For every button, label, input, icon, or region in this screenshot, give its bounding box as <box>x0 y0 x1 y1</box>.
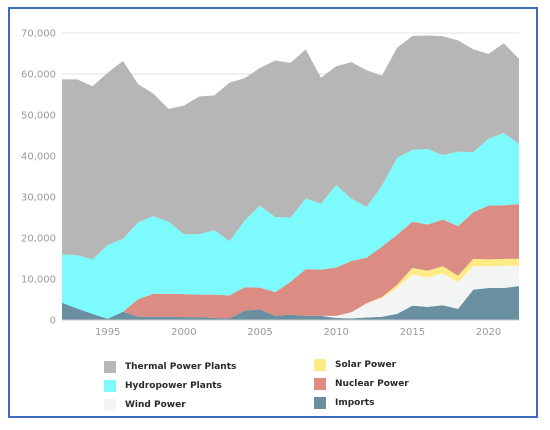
legend-item-nuclear: Nuclear Power <box>314 378 409 390</box>
legend-item-solar: Solar Power <box>314 359 396 371</box>
area-hydropower-plants <box>62 133 519 319</box>
area-solar-power <box>62 258 519 319</box>
x-tick-label: 2020 <box>476 327 501 338</box>
x-tick-label: 2010 <box>323 327 348 338</box>
legend-label-solar: Solar Power <box>335 360 397 370</box>
legend-item-hydro: Hydropower Plants <box>104 380 222 392</box>
legend-label-thermal: Thermal Power Plants <box>125 362 237 372</box>
y-tick-label: 60,000 <box>21 70 56 81</box>
x-tick-label: 2000 <box>171 327 196 338</box>
legend-label-imports: Imports <box>335 398 375 408</box>
legend-swatch-nuclear <box>314 378 326 390</box>
area-series <box>62 35 519 320</box>
x-tick-label: 1995 <box>95 327 120 338</box>
legend-swatch-imports <box>314 397 326 409</box>
legend-label-nuclear: Nuclear Power <box>335 379 409 389</box>
y-tick-label: 0 <box>50 316 56 327</box>
legend-swatch-wind <box>104 399 116 411</box>
legend-label-wind: Wind Power <box>125 400 186 410</box>
area-thermal-power-plants <box>62 35 519 260</box>
area-imports <box>62 285 519 320</box>
legend-swatch-thermal <box>104 361 116 373</box>
y-tick-label: 50,000 <box>21 111 56 122</box>
y-tick-label: 40,000 <box>21 152 56 163</box>
x-tick-label: 2015 <box>400 327 425 338</box>
legend-swatch-solar <box>314 359 326 371</box>
axes: 0 10,000 20,000 30,000 40,000 50,000 60,000 70,… <box>21 29 519 338</box>
y-tick-label: 20,000 <box>21 234 56 245</box>
area-wind-power <box>62 265 519 319</box>
y-tick-label: 30,000 <box>21 193 56 204</box>
legend-swatch-hydro <box>104 380 116 392</box>
y-tick-label: 10,000 <box>21 275 56 286</box>
legend-item-wind: Wind Power <box>104 399 186 411</box>
legend-item-thermal: Thermal Power Plants <box>104 361 236 373</box>
y-tick-label: 70,000 <box>21 29 56 40</box>
x-tick-label: 2005 <box>247 327 272 338</box>
area-nuclear-power <box>62 203 519 319</box>
legend-label-hydro: Hydropower Plants <box>125 381 222 391</box>
legend-item-imports: Imports <box>314 397 374 409</box>
